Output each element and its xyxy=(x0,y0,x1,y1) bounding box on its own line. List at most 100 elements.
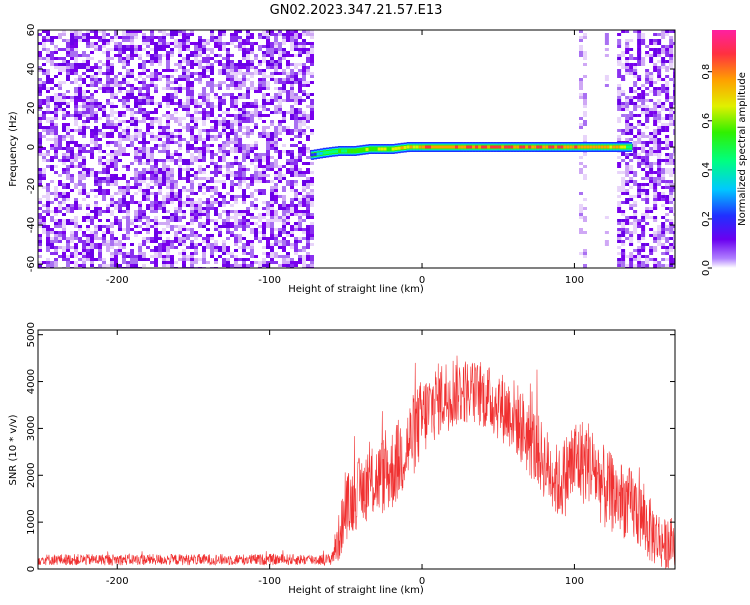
noise-cell xyxy=(306,135,310,138)
noise-cell xyxy=(637,147,642,150)
band-cell xyxy=(437,145,441,149)
noise-cell xyxy=(230,132,234,135)
noise-cell xyxy=(158,174,162,177)
noise-cell xyxy=(641,39,646,45)
noise-cell xyxy=(653,186,658,189)
noise-cell xyxy=(254,42,258,45)
noise-cell xyxy=(158,192,162,195)
noise-cell xyxy=(637,225,642,228)
noise-cell xyxy=(579,96,583,99)
noise-cell xyxy=(42,219,46,222)
noise-cell xyxy=(198,207,202,213)
noise-cell xyxy=(94,63,98,66)
noise-cell xyxy=(302,147,306,150)
noise-cell xyxy=(214,201,218,204)
noise-cell xyxy=(282,186,286,192)
noise-cell xyxy=(665,99,670,102)
noise-cell xyxy=(82,51,86,54)
noise-cell xyxy=(114,123,118,126)
noise-cell xyxy=(657,174,662,177)
band-cell xyxy=(403,146,407,149)
noise-cell xyxy=(302,117,306,120)
noise-cell xyxy=(38,51,42,57)
noise-cell xyxy=(150,126,154,129)
noise-cell xyxy=(118,84,122,87)
noise-cell xyxy=(637,120,642,123)
noise-cell xyxy=(102,105,106,108)
noise-cell xyxy=(258,180,262,183)
noise-cell xyxy=(46,240,50,243)
noise-cell xyxy=(242,222,246,225)
noise-cell xyxy=(258,162,262,168)
noise-cell xyxy=(66,42,70,48)
noise-cell xyxy=(178,123,182,126)
noise-cell xyxy=(673,231,675,234)
noise-cell xyxy=(70,234,74,240)
noise-cell xyxy=(42,174,46,177)
noise-cell xyxy=(641,144,646,147)
noise-cell xyxy=(258,81,262,84)
noise-cell xyxy=(94,171,98,174)
noise-cell xyxy=(633,105,638,111)
noise-cell xyxy=(118,210,122,213)
noise-cell xyxy=(138,255,142,261)
noise-cell xyxy=(238,213,242,216)
noise-cell xyxy=(86,207,90,210)
noise-cell xyxy=(170,69,174,72)
band-cell xyxy=(329,150,333,154)
noise-cell xyxy=(98,150,102,153)
noise-cell xyxy=(258,60,262,63)
noise-cell xyxy=(579,231,583,234)
noise-cell xyxy=(617,207,622,213)
noise-cell xyxy=(254,57,258,60)
noise-cell xyxy=(270,201,274,204)
noise-cell xyxy=(90,258,94,261)
noise-cell xyxy=(102,72,106,75)
noise-cell xyxy=(290,99,294,102)
noise-cell xyxy=(210,126,214,129)
noise-cell xyxy=(226,150,230,153)
noise-cell xyxy=(306,156,310,159)
noise-cell xyxy=(250,162,254,165)
noise-cell xyxy=(641,177,646,180)
noise-cell xyxy=(310,216,314,219)
noise-cell xyxy=(226,153,230,156)
noise-cell xyxy=(122,75,126,78)
noise-cell xyxy=(246,63,250,66)
noise-cell xyxy=(158,54,162,57)
noise-cell xyxy=(302,132,306,135)
noise-cell xyxy=(633,258,638,261)
noise-cell xyxy=(50,132,54,135)
noise-cell xyxy=(110,177,114,180)
noise-cell xyxy=(130,249,134,252)
noise-cell xyxy=(170,30,174,36)
noise-cell xyxy=(210,159,214,162)
noise-cell xyxy=(302,201,306,204)
noise-cell xyxy=(166,93,170,99)
noise-cell xyxy=(198,159,202,162)
noise-cell xyxy=(290,93,294,99)
noise-cell xyxy=(637,138,642,141)
noise-cell xyxy=(126,84,130,87)
noise-cell xyxy=(182,78,186,81)
noise-cell xyxy=(310,111,314,114)
noise-cell xyxy=(166,156,170,159)
noise-cell xyxy=(210,102,214,108)
noise-cell xyxy=(290,36,294,42)
noise-cell xyxy=(146,75,150,78)
figure-title: GN02.2023.347.21.57.E13 xyxy=(270,3,443,18)
noise-cell xyxy=(94,45,98,48)
noise-cell xyxy=(274,78,278,84)
noise-cell xyxy=(246,144,250,147)
noise-cell xyxy=(637,114,642,117)
noise-cell xyxy=(38,174,42,180)
noise-cell xyxy=(270,141,274,144)
noise-cell xyxy=(661,102,666,105)
noise-cell xyxy=(218,165,222,168)
noise-cell xyxy=(290,165,294,168)
noise-cell xyxy=(218,150,222,153)
noise-cell xyxy=(126,126,130,129)
noise-cell xyxy=(98,81,102,84)
noise-cell xyxy=(649,234,654,237)
noise-cell xyxy=(266,165,270,168)
